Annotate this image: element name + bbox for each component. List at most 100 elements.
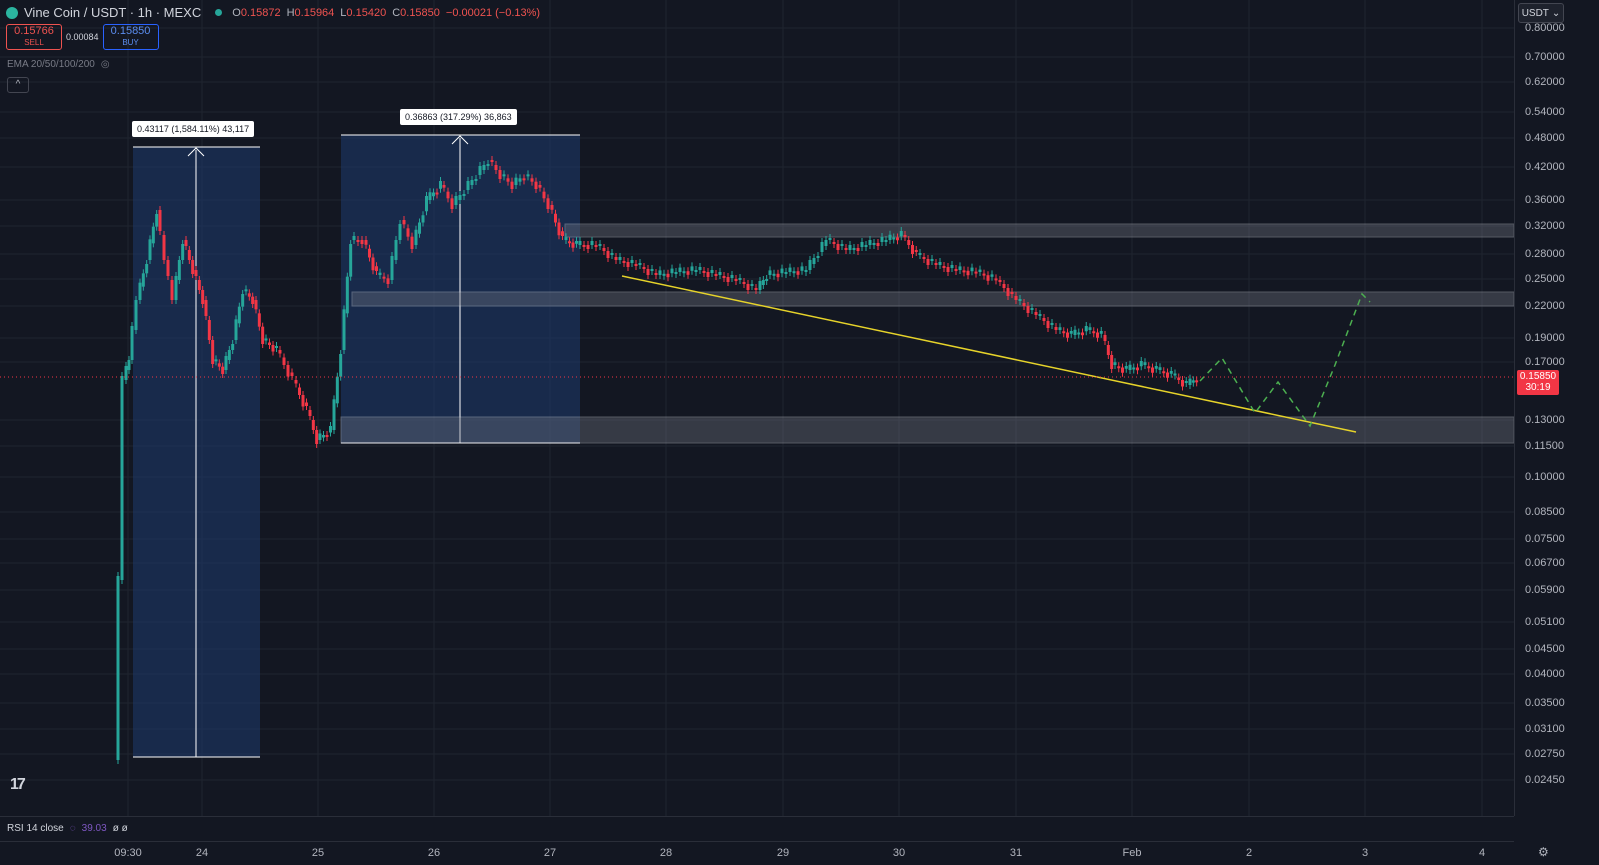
candle-body — [1154, 366, 1158, 369]
candle-body — [618, 257, 622, 260]
sell-button[interactable]: 0.15766 SELL — [6, 24, 62, 50]
zone-support[interactable] — [340, 416, 1514, 444]
candle-body — [181, 244, 185, 260]
settings-icon[interactable]: ⚙ — [1538, 845, 1549, 859]
candle-body — [926, 259, 930, 265]
candle-body — [808, 260, 812, 270]
price-tick: 0.06700 — [1525, 557, 1565, 569]
candle-body — [1062, 331, 1066, 334]
candle-body — [301, 395, 305, 407]
candle-body — [522, 178, 526, 181]
candle-body — [184, 240, 188, 246]
time-tick: 4 — [1478, 847, 1486, 859]
coin-logo-icon — [6, 6, 18, 19]
price-tick: 0.03500 — [1525, 697, 1565, 709]
time-tick: 25 — [311, 847, 325, 859]
price-tick: 0.36000 — [1525, 194, 1565, 206]
candle-body — [1177, 377, 1181, 380]
price-tick: 0.13000 — [1525, 414, 1565, 426]
candle-body — [120, 376, 124, 580]
candle-body — [237, 306, 241, 324]
price-tick: 0.10000 — [1525, 471, 1565, 483]
candle-body — [247, 293, 251, 297]
price-tick: 0.22000 — [1525, 300, 1565, 312]
candle-body — [726, 277, 730, 282]
trend-line[interactable] — [621, 275, 1357, 433]
candle-body — [557, 222, 561, 236]
candle-body — [174, 276, 178, 300]
last-price-tag: 0.15850 30:19 — [1517, 370, 1559, 395]
candle-body — [514, 177, 518, 185]
candle-body — [682, 271, 686, 274]
zone-mid[interactable] — [351, 291, 1514, 307]
price-tick: 0.11500 — [1525, 440, 1564, 452]
candle-body — [148, 239, 152, 260]
candle-body — [275, 346, 278, 348]
buy-button[interactable]: 0.15850 BUY — [102, 24, 159, 50]
tradingview-logo-icon[interactable]: 17 — [10, 776, 26, 793]
candle-body — [899, 231, 903, 237]
price-tick: 0.04000 — [1525, 668, 1565, 680]
candle-body — [860, 242, 864, 247]
eye-off-icon[interactable]: ◎ — [100, 59, 110, 70]
candle-body — [1042, 318, 1046, 321]
candle-body — [224, 356, 228, 370]
candle-body — [840, 244, 844, 246]
candle-body — [934, 263, 938, 265]
candle-body — [1010, 292, 1014, 294]
candle-body — [329, 426, 332, 433]
candle-body — [1088, 327, 1092, 330]
price-axis[interactable]: 0.80000 0.70000 0.62000 0.54000 0.48000 0.420… — [1514, 0, 1599, 816]
price-tick: 0.08500 — [1525, 506, 1565, 518]
candle-body — [518, 178, 522, 182]
candle-body — [710, 270, 714, 273]
time-axis[interactable]: 09:30 24 25 26 27 28 29 30 31 Feb 2 3 4 — [0, 841, 1514, 865]
collapse-indicators-button[interactable]: ^ — [7, 77, 29, 93]
candle-body — [722, 276, 726, 278]
candle-body — [342, 309, 346, 350]
candle-body — [305, 402, 308, 406]
zone-resistance[interactable] — [564, 223, 1514, 238]
candle-body — [322, 435, 325, 438]
candle-body — [1151, 367, 1154, 373]
candle-body — [446, 191, 450, 199]
candle-body — [598, 244, 602, 246]
candle-body — [1066, 332, 1069, 338]
symbol-title[interactable]: Vine Coin / USDT · 1h · MEXC — [24, 5, 202, 20]
measurement-range-1[interactable] — [133, 146, 260, 758]
candle-body — [478, 166, 482, 175]
candle-body — [466, 181, 470, 190]
candle-body — [315, 430, 319, 444]
candle-body — [788, 267, 792, 272]
price-chart[interactable] — [0, 0, 1514, 816]
candle-body — [127, 360, 131, 370]
candle-body — [294, 380, 298, 384]
candle-body — [141, 273, 145, 287]
candle-body — [602, 248, 606, 251]
indicator-ema[interactable]: EMA 20/50/100/200 ◎ — [7, 59, 110, 70]
rsi-pane[interactable]: RSI 14 close ◌ 39.03 ø ø — [0, 816, 1514, 842]
candle-body — [758, 281, 762, 290]
candle-body — [308, 410, 312, 416]
candle-body — [750, 284, 754, 286]
candle-body — [356, 240, 360, 242]
candle-body — [278, 350, 282, 354]
chart-area[interactable]: Vine Coin / USDT · 1h · MEXC O0.15872 H0… — [0, 0, 1514, 816]
measurement-range-2[interactable] — [341, 134, 580, 444]
candle-body — [606, 251, 610, 258]
candle-body — [914, 250, 918, 252]
candle-body — [670, 268, 674, 274]
candle-body — [1113, 362, 1117, 365]
price-tick: 0.04500 — [1525, 643, 1565, 655]
candle-body — [1195, 380, 1199, 383]
candle-body — [257, 313, 261, 327]
projection-path[interactable] — [1199, 292, 1371, 428]
time-tick: 3 — [1361, 847, 1369, 859]
grid — [0, 0, 1514, 816]
currency-selector[interactable]: USDT ⌄ — [1518, 3, 1564, 23]
candle-body — [978, 269, 982, 272]
candle-body — [410, 236, 414, 249]
candle-body — [197, 280, 201, 290]
ohlc-values: O0.15872 H0.15964 L0.15420 C0.15850 −0.0… — [232, 6, 541, 19]
candle-body — [990, 274, 994, 277]
